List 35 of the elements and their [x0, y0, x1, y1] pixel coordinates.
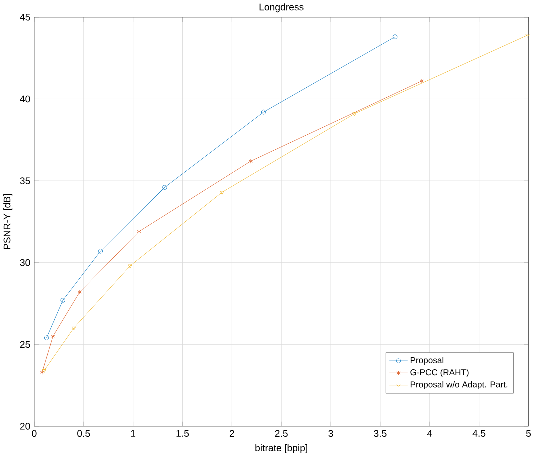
x-tick-label: 0 — [32, 430, 37, 438]
x-axis-title: bitrate [bpip] — [256, 444, 308, 454]
y-tick-label: 40 — [20, 96, 30, 103]
point — [352, 112, 357, 116]
point — [60, 298, 66, 303]
chart-title: Longdress — [260, 4, 304, 13]
point — [78, 290, 82, 295]
x-tick-label: 1.5 — [176, 430, 190, 437]
legend-label: G-PCC (RAHT) — [410, 369, 469, 378]
x-tick-label: 3 — [328, 430, 334, 438]
x-tick-label: 4 — [427, 430, 432, 437]
point — [128, 264, 132, 268]
point — [51, 334, 56, 339]
point — [220, 191, 224, 195]
x-tick-label: 1 — [131, 430, 136, 437]
y-tick-label: 30 — [20, 259, 30, 266]
y-axis-title: PSNR-Y [dB] — [4, 194, 13, 250]
legend-label: Proposal — [410, 357, 444, 366]
y-tick-label: 25 — [20, 341, 30, 348]
point — [137, 229, 142, 234]
x-tick-label: 5 — [526, 430, 532, 437]
x-tick-label: 3.5 — [374, 430, 387, 438]
point — [248, 159, 254, 164]
x-tick-label: 2 — [230, 430, 234, 437]
point — [261, 110, 266, 115]
y-tick-label: 45 — [20, 14, 30, 21]
point — [162, 185, 168, 190]
y-tick-label: 35 — [20, 178, 30, 184]
y-tick-label: 20 — [20, 423, 30, 430]
point — [98, 249, 104, 254]
legend-label: Proposal w/o Adapt. Part. — [410, 381, 508, 390]
x-tick-label: 0.5 — [78, 430, 90, 438]
x-tick-label: 2.5 — [275, 430, 288, 438]
x-tick-label: 4.5 — [472, 430, 486, 437]
point — [72, 327, 76, 331]
